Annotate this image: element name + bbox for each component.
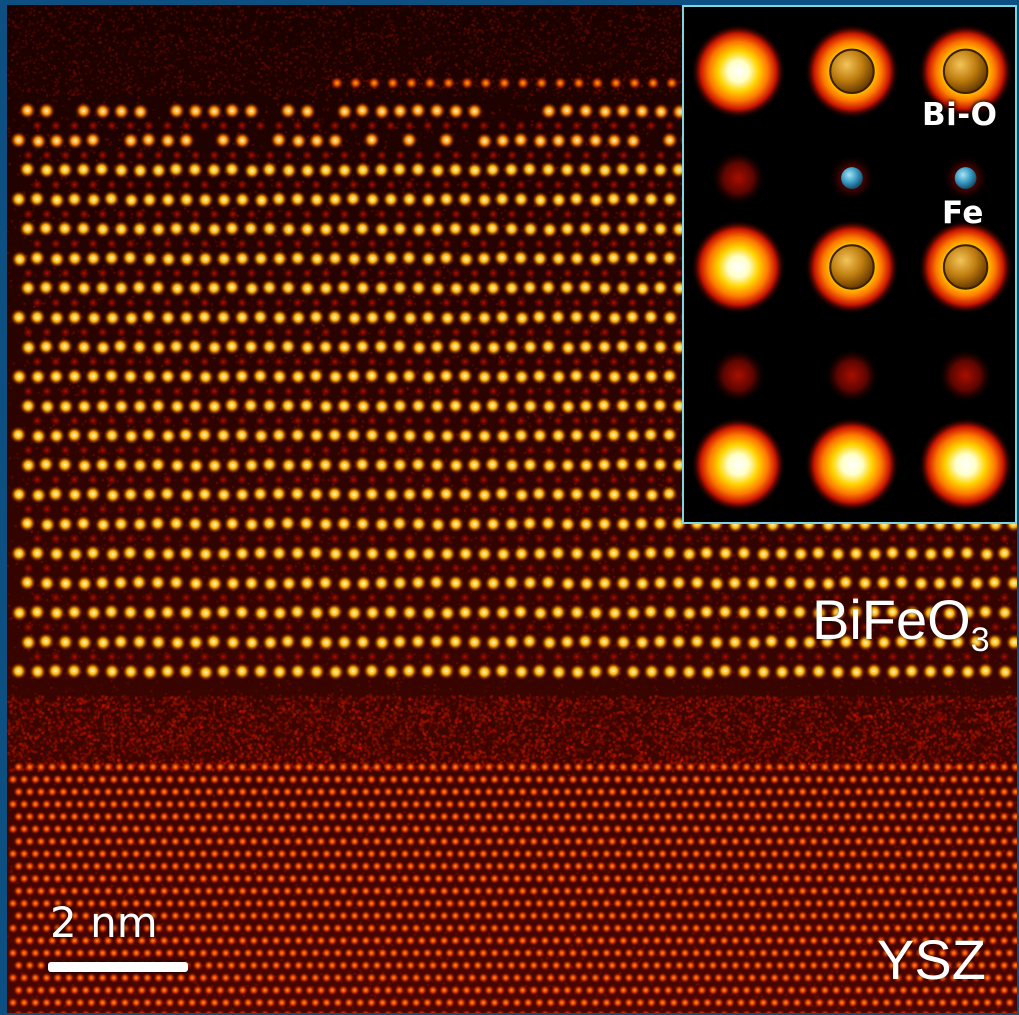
scale-bar xyxy=(48,962,188,972)
bifeo3-label: BiFeO3 xyxy=(812,592,990,658)
fe-label: Fe xyxy=(942,195,984,231)
scale-bar-label: 2 nm xyxy=(50,898,158,947)
bi-atoms xyxy=(829,48,989,290)
fe-atoms xyxy=(841,167,977,189)
inset-atom-model xyxy=(684,8,1015,521)
bifeo3-label-subscript: 3 xyxy=(970,621,990,659)
unit-cell-inset: Bi-O Fe xyxy=(682,5,1017,524)
bi-o-label: Bi-O xyxy=(922,97,998,133)
bifeo3-label-main: BiFeO xyxy=(812,588,971,651)
ysz-label: YSZ xyxy=(877,928,986,991)
